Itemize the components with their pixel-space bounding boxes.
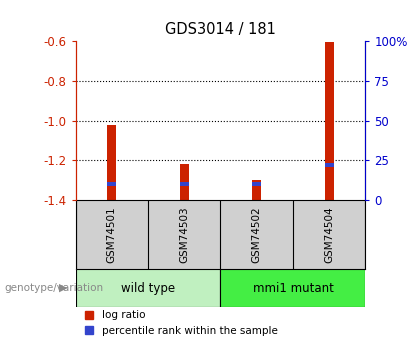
Bar xyxy=(108,125,116,200)
Title: GDS3014 / 181: GDS3014 / 181 xyxy=(165,22,276,38)
Bar xyxy=(325,163,333,167)
Text: GSM74504: GSM74504 xyxy=(324,206,334,263)
Legend: log ratio, percentile rank within the sample: log ratio, percentile rank within the sa… xyxy=(81,306,282,340)
Bar xyxy=(180,182,189,186)
Bar xyxy=(180,165,189,200)
Text: mmi1 mutant: mmi1 mutant xyxy=(252,282,333,295)
Bar xyxy=(220,269,365,307)
Bar xyxy=(252,182,261,186)
Text: GSM74501: GSM74501 xyxy=(107,206,117,263)
Bar xyxy=(325,42,333,200)
Text: wild type: wild type xyxy=(121,282,175,295)
Text: GSM74502: GSM74502 xyxy=(252,206,262,263)
Bar xyxy=(76,269,220,307)
Bar xyxy=(108,182,116,186)
Text: GSM74503: GSM74503 xyxy=(179,206,189,263)
Bar xyxy=(252,180,261,200)
Text: genotype/variation: genotype/variation xyxy=(4,283,103,293)
Text: ▶: ▶ xyxy=(59,283,67,293)
